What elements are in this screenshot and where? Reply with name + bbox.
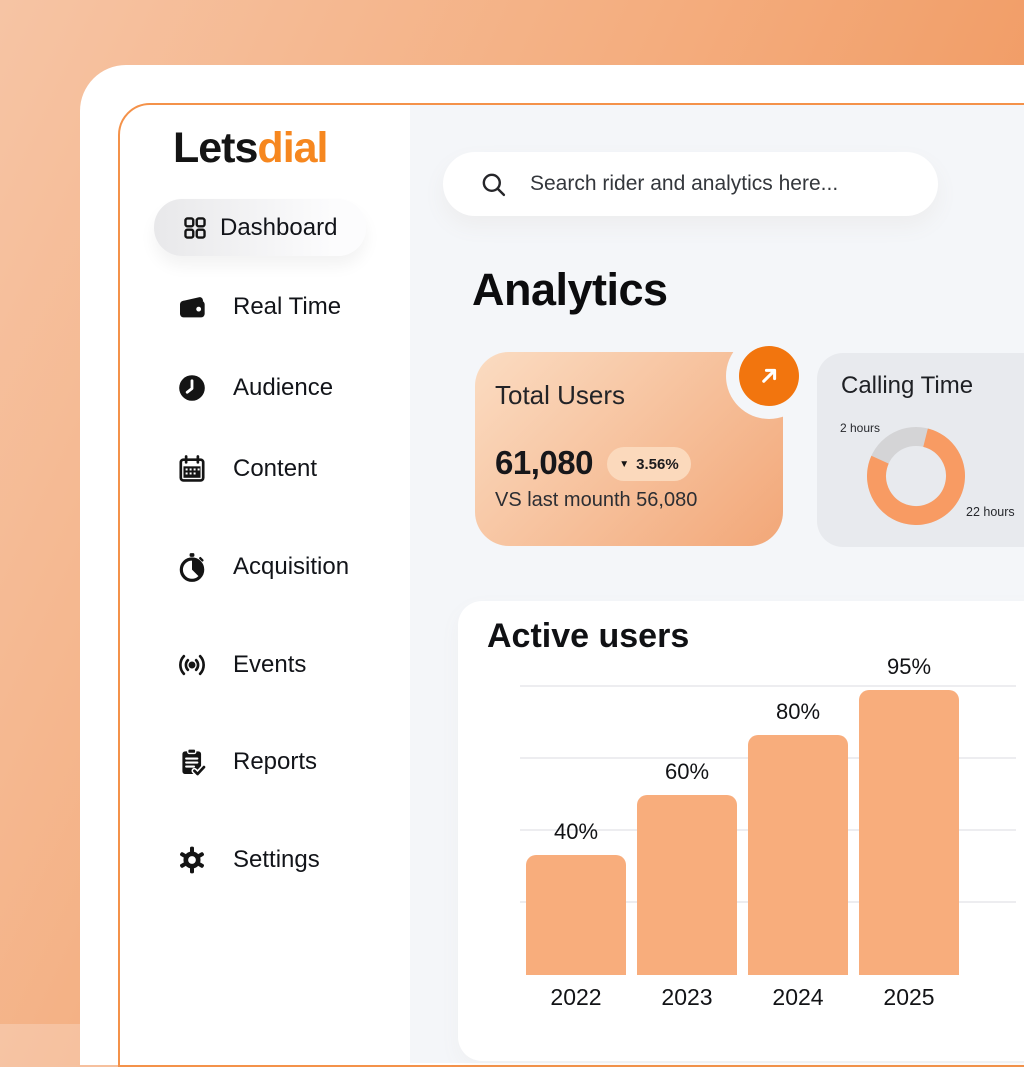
bar-value-label: 95% <box>886 654 932 679</box>
sidebar-item-label: Real Time <box>233 293 342 320</box>
search-input[interactable] <box>528 171 912 197</box>
bar-year-label: 2024 <box>772 984 824 1010</box>
sidebar-item-settings[interactable]: Settings <box>154 840 394 880</box>
bar-2022 <box>526 855 626 975</box>
sidebar-item-content[interactable]: Content <box>154 449 394 489</box>
bar-value-label: 60% <box>664 759 710 784</box>
app-logo: Letsdial <box>173 124 329 173</box>
sidebar-item-events[interactable]: Events <box>154 645 394 685</box>
broadcast-icon <box>179 654 205 676</box>
total-users-action-button[interactable] <box>739 346 799 406</box>
bar-value-label: 40% <box>553 819 599 844</box>
donut-label-small: 2 hours <box>840 421 881 435</box>
bar-column: 60% 2023 <box>637 663 737 1013</box>
sidebar-item-label: Dashboard <box>220 213 338 241</box>
bar-value-label: 80% <box>775 699 821 724</box>
gridline <box>520 685 1016 687</box>
sidebar-item-label: Acquisition <box>233 553 350 580</box>
sidebar-item-label: Content <box>233 455 318 482</box>
bar-year-label: 2025 <box>883 984 935 1010</box>
bar-column: 80% 2024 <box>748 663 848 1013</box>
search-bar[interactable] <box>443 152 938 216</box>
gear-icon <box>180 846 204 874</box>
bar-2024 <box>748 735 848 975</box>
clock-icon <box>179 375 205 401</box>
calling-time-title: Calling Time <box>841 372 974 399</box>
clipboard-icon <box>182 748 207 777</box>
search-icon <box>482 173 506 196</box>
calling-time-donut-chart <box>867 427 965 525</box>
stopwatch-icon <box>179 553 205 582</box>
wallet-icon <box>180 297 205 318</box>
logo-lets: Lets <box>173 124 258 172</box>
delta-badge: ▼ 3.56% <box>607 447 691 481</box>
sidebar-item-label: Events <box>233 651 307 678</box>
logo-dial: dial <box>257 124 328 172</box>
calendar-icon <box>179 455 205 482</box>
donut-label-large: 22 hours <box>966 505 1015 519</box>
bar-2025 <box>859 690 959 975</box>
sidebar-item-real-time[interactable]: Real Time <box>154 287 394 327</box>
bar-2023 <box>637 795 737 975</box>
sidebar-item-reports[interactable]: Reports <box>154 742 394 782</box>
bar-column: 40% 2022 <box>526 663 626 1013</box>
total-users-comparison: VS last mounth 56,080 <box>495 489 698 511</box>
page-title: Analytics <box>472 264 668 315</box>
triangle-down-icon: ▼ <box>619 458 630 470</box>
bar-column: 95% 2025 <box>859 654 959 1013</box>
sidebar-item-audience[interactable]: Audience <box>154 368 394 408</box>
arrow-up-right-icon <box>762 368 777 383</box>
bar-chart-plot: 40% 2022 60% 2023 80% 2024 95% 2025 <box>520 654 1018 1013</box>
grid-icon <box>184 216 206 239</box>
sidebar-item-label: Audience <box>233 374 334 401</box>
sidebar-item-label: Settings <box>233 846 320 873</box>
bar-year-label: 2023 <box>661 984 713 1010</box>
bar-year-label: 2022 <box>550 984 602 1010</box>
sidebar-item-acquisition[interactable]: Acquisition <box>154 547 394 587</box>
delta-value: 3.56% <box>636 455 679 473</box>
total-users-value: 61,080 <box>495 444 593 481</box>
sidebar-item-label: Reports <box>233 748 318 775</box>
total-users-title: Total Users <box>495 380 626 410</box>
sidebar-item-dashboard[interactable]: Dashboard <box>154 199 366 256</box>
active-users-title: Active users <box>487 617 690 655</box>
